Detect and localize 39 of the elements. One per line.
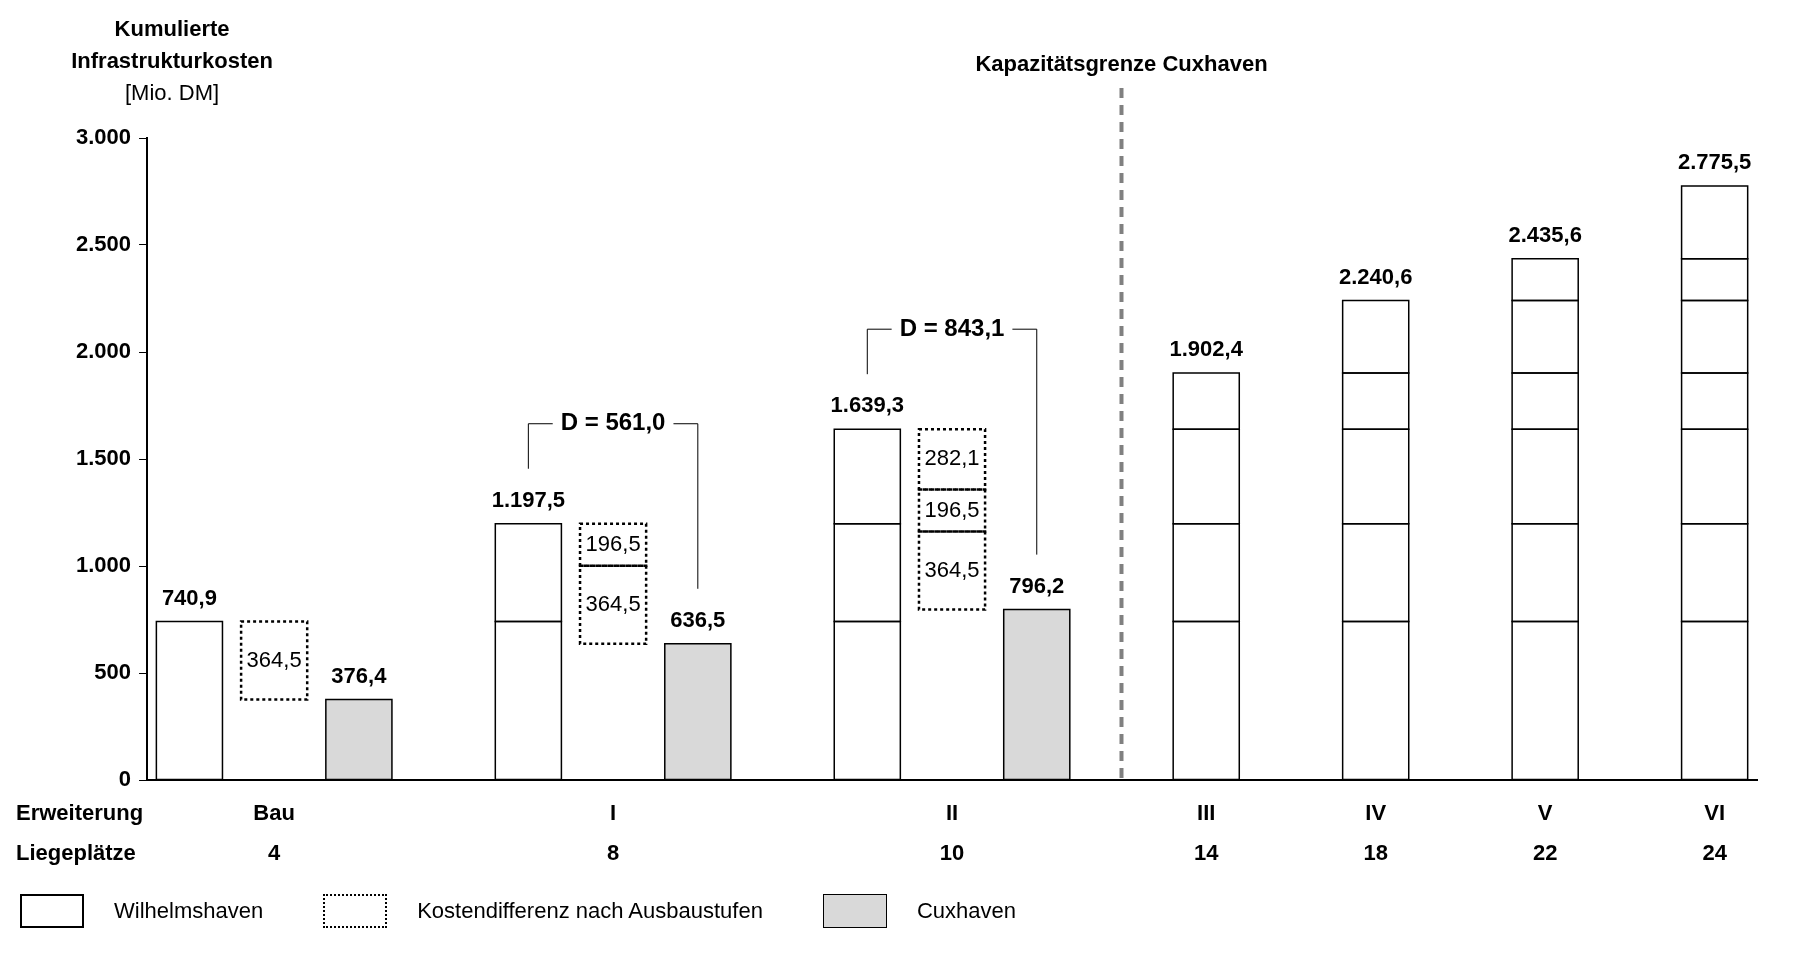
x-tick-label: III 14 [1193, 800, 1220, 866]
total-label: 2.775,5 [1677, 149, 1752, 175]
x-tick-label: V 22 [1532, 800, 1558, 866]
data-label: 364,5 [924, 556, 980, 582]
annotation: D = 843,1 [899, 313, 1005, 341]
x-tick-label: IV 18 [1363, 800, 1388, 866]
total-label: 1.639,3 [830, 392, 904, 418]
y-tick-label: 1.000 [75, 552, 132, 578]
data-label: 196,5 [585, 530, 641, 556]
legend-label: Wilhelmshaven [114, 898, 264, 924]
total-label: 1.197,5 [491, 486, 566, 512]
total-label: 740,9 [161, 584, 217, 610]
data-label: 364,5 [246, 646, 302, 672]
data-label: 376,4 [331, 662, 388, 688]
x-tick-label: VI 24 [1702, 800, 1728, 866]
data-label: 196,5 [924, 496, 980, 522]
y-axis-title: Kumulierte Infrastrukturkosten [Mio. DM] [71, 16, 273, 106]
data-label: 636,5 [670, 606, 726, 632]
data-label: 796,2 [1009, 572, 1065, 598]
y-tick-label: 2.500 [75, 231, 132, 257]
total-label: 1.902,4 [1169, 335, 1244, 361]
total-label: 2.435,6 [1508, 221, 1582, 247]
y-tick-label: 1.500 [75, 445, 132, 471]
x-tick-label: Bau 4 [253, 800, 295, 866]
x-axis-title: Erweiterung Liegeplätze [16, 800, 144, 866]
y-tick-label: 0 [118, 766, 132, 792]
x-tick-label: II 10 [939, 800, 965, 866]
bar [239, 620, 309, 701]
y-tick-label: 3.000 [75, 124, 132, 150]
annotation: D = 561,0 [560, 408, 666, 436]
total-label: 2.240,6 [1338, 263, 1413, 289]
text: Kapazitätsgrenze Cuxhaven [975, 51, 1268, 77]
x-tick-label: I 8 [606, 800, 620, 866]
data-label: 364,5 [585, 590, 641, 616]
y-tick-label: 500 [94, 659, 132, 685]
legend-label: Cuxhaven [916, 898, 1016, 924]
y-tick-label: 2.000 [75, 338, 132, 364]
legend-label: Kostendifferenz nach Ausbaustufen [417, 898, 763, 924]
data-label: 282,1 [924, 445, 980, 471]
